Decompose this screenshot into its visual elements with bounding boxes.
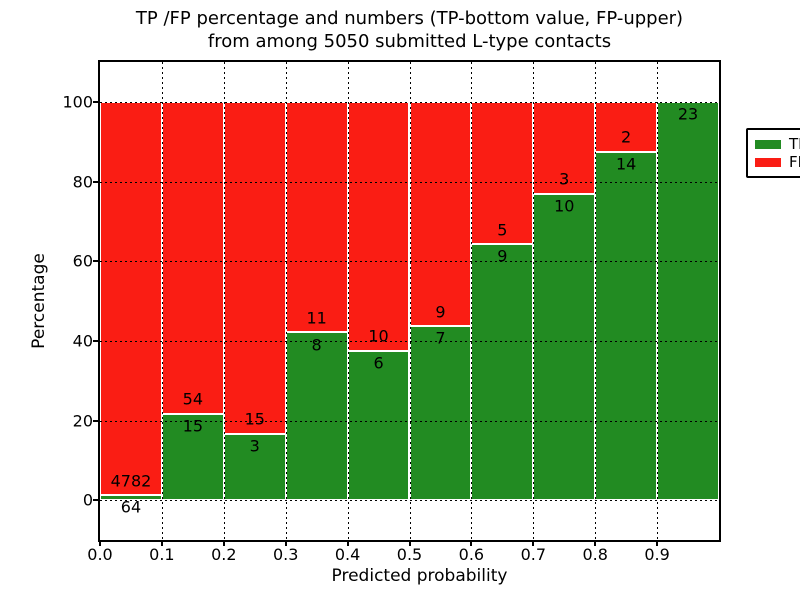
fp-count-label: 3 bbox=[559, 169, 570, 189]
vertical-gridline bbox=[223, 62, 225, 540]
x-tick-mark bbox=[160, 540, 163, 546]
plot-area: 4782 64 54 15 15 3 11 8 10 6 9 7 5 9 3 10 2 14 23 TP FP bbox=[100, 62, 800, 540]
bar-segment-tp bbox=[347, 350, 410, 501]
legend-row-tp: TP bbox=[755, 135, 800, 153]
x-axis-label: Predicted probability bbox=[331, 566, 508, 586]
bar-segment-fp bbox=[347, 101, 410, 351]
tp-count-label: 3 bbox=[249, 436, 260, 456]
x-tick-mark bbox=[656, 540, 659, 546]
chart-title: TP /FP percentage and numbers (TP-bottom… bbox=[100, 7, 719, 53]
x-tick-label: 0.3 bbox=[272, 545, 299, 564]
fp-count-label: 2 bbox=[621, 127, 632, 147]
bar-segment-fp bbox=[100, 101, 162, 495]
vertical-gridline bbox=[533, 62, 535, 540]
vertical-gridline bbox=[409, 62, 411, 540]
x-tick-mark bbox=[284, 540, 287, 546]
bar-segment-fp bbox=[595, 101, 658, 152]
y-tick-mark bbox=[93, 339, 99, 342]
y-tick-mark bbox=[93, 100, 99, 103]
bar-segment-tp bbox=[100, 494, 162, 501]
tp-count-label: 23 bbox=[677, 104, 699, 124]
x-tick-label: 0.9 bbox=[644, 545, 670, 564]
fp-count-label: 10 bbox=[368, 326, 389, 346]
legend: TP FP bbox=[746, 128, 800, 178]
x-tick-mark bbox=[408, 540, 411, 546]
y-axis-label: Percentage bbox=[29, 253, 49, 349]
y-tick-label: 20 bbox=[72, 411, 93, 430]
tp-legend-swatch bbox=[755, 139, 781, 149]
tp-count-label: 6 bbox=[373, 353, 384, 373]
x-tick-mark bbox=[532, 540, 535, 546]
fp-count-label: 15 bbox=[244, 409, 265, 429]
x-tick-mark bbox=[594, 540, 597, 546]
y-tick-label: 80 bbox=[72, 172, 93, 191]
tp-count-label: 8 bbox=[311, 335, 322, 355]
vertical-gridline bbox=[471, 62, 473, 540]
bar-segment-tp bbox=[595, 151, 658, 501]
y-tick-label: 0 bbox=[82, 490, 93, 510]
vertical-gridline bbox=[595, 62, 597, 540]
bar-segment-fp bbox=[223, 101, 286, 434]
y-tick-label: 60 bbox=[72, 251, 93, 271]
fp-count-label: 4782 bbox=[110, 471, 152, 491]
bar-segment-tp bbox=[409, 325, 472, 501]
x-tick-mark bbox=[470, 540, 473, 546]
fp-count-label: 54 bbox=[182, 389, 204, 409]
tp-count-label: 14 bbox=[615, 154, 637, 174]
x-tick-mark bbox=[346, 540, 349, 546]
x-tick-label: 0.1 bbox=[149, 545, 175, 564]
vertical-gridline bbox=[161, 62, 163, 540]
y-tick-mark bbox=[93, 419, 99, 422]
x-tick-label: 0.2 bbox=[211, 545, 237, 564]
tp-count-label: 9 bbox=[497, 246, 508, 266]
bar-segment-fp bbox=[533, 101, 596, 194]
y-tick-mark bbox=[93, 180, 99, 183]
bar-segment-tp bbox=[657, 101, 719, 501]
legend-row-fp: FP bbox=[755, 153, 800, 171]
bar-segment-tp bbox=[533, 193, 596, 501]
bar-segment-tp bbox=[285, 332, 348, 501]
bar-segment-fp bbox=[409, 101, 472, 326]
y-tick-label: 40 bbox=[72, 331, 93, 351]
x-tick-mark bbox=[99, 540, 101, 546]
x-tick-label: 0.4 bbox=[334, 545, 361, 564]
tp-count-label: 15 bbox=[182, 416, 204, 436]
bar-segment-fp bbox=[285, 101, 348, 333]
y-tick-label: 100 bbox=[62, 92, 93, 112]
x-tick-label: 0.5 bbox=[396, 545, 423, 564]
tp-count-label: 7 bbox=[435, 328, 446, 348]
fp-count-label: 11 bbox=[306, 308, 327, 328]
fp-legend-label: FP bbox=[789, 152, 800, 171]
vertical-gridline bbox=[347, 62, 349, 540]
fp-count-label: 9 bbox=[435, 302, 446, 322]
fp-legend-swatch bbox=[755, 157, 781, 167]
x-tick-label: 0.0 bbox=[87, 545, 113, 564]
chart-title-line1: TP /FP percentage and numbers (TP-bottom… bbox=[135, 8, 684, 29]
bar-segment-tp bbox=[223, 433, 286, 501]
bar-segment-fp bbox=[161, 101, 224, 414]
tp-legend-label: TP bbox=[789, 134, 800, 153]
vertical-gridline bbox=[285, 62, 287, 540]
x-tick-mark bbox=[222, 540, 225, 546]
x-tick-label: 0.7 bbox=[520, 545, 547, 564]
bar-segment-fp bbox=[471, 101, 534, 245]
fp-count-label: 5 bbox=[497, 220, 508, 240]
vertical-gridline bbox=[657, 62, 659, 540]
bar-segment-tp bbox=[471, 244, 534, 501]
tp-count-label: 64 bbox=[120, 497, 142, 517]
x-tick-label: 0.8 bbox=[582, 545, 608, 564]
tp-count-label: 10 bbox=[554, 196, 575, 216]
y-tick-mark bbox=[93, 499, 99, 502]
chart-title-line2: from among 5050 submitted L-type contact… bbox=[207, 31, 612, 52]
x-tick-label: 0.6 bbox=[458, 545, 485, 564]
y-tick-mark bbox=[93, 260, 99, 263]
